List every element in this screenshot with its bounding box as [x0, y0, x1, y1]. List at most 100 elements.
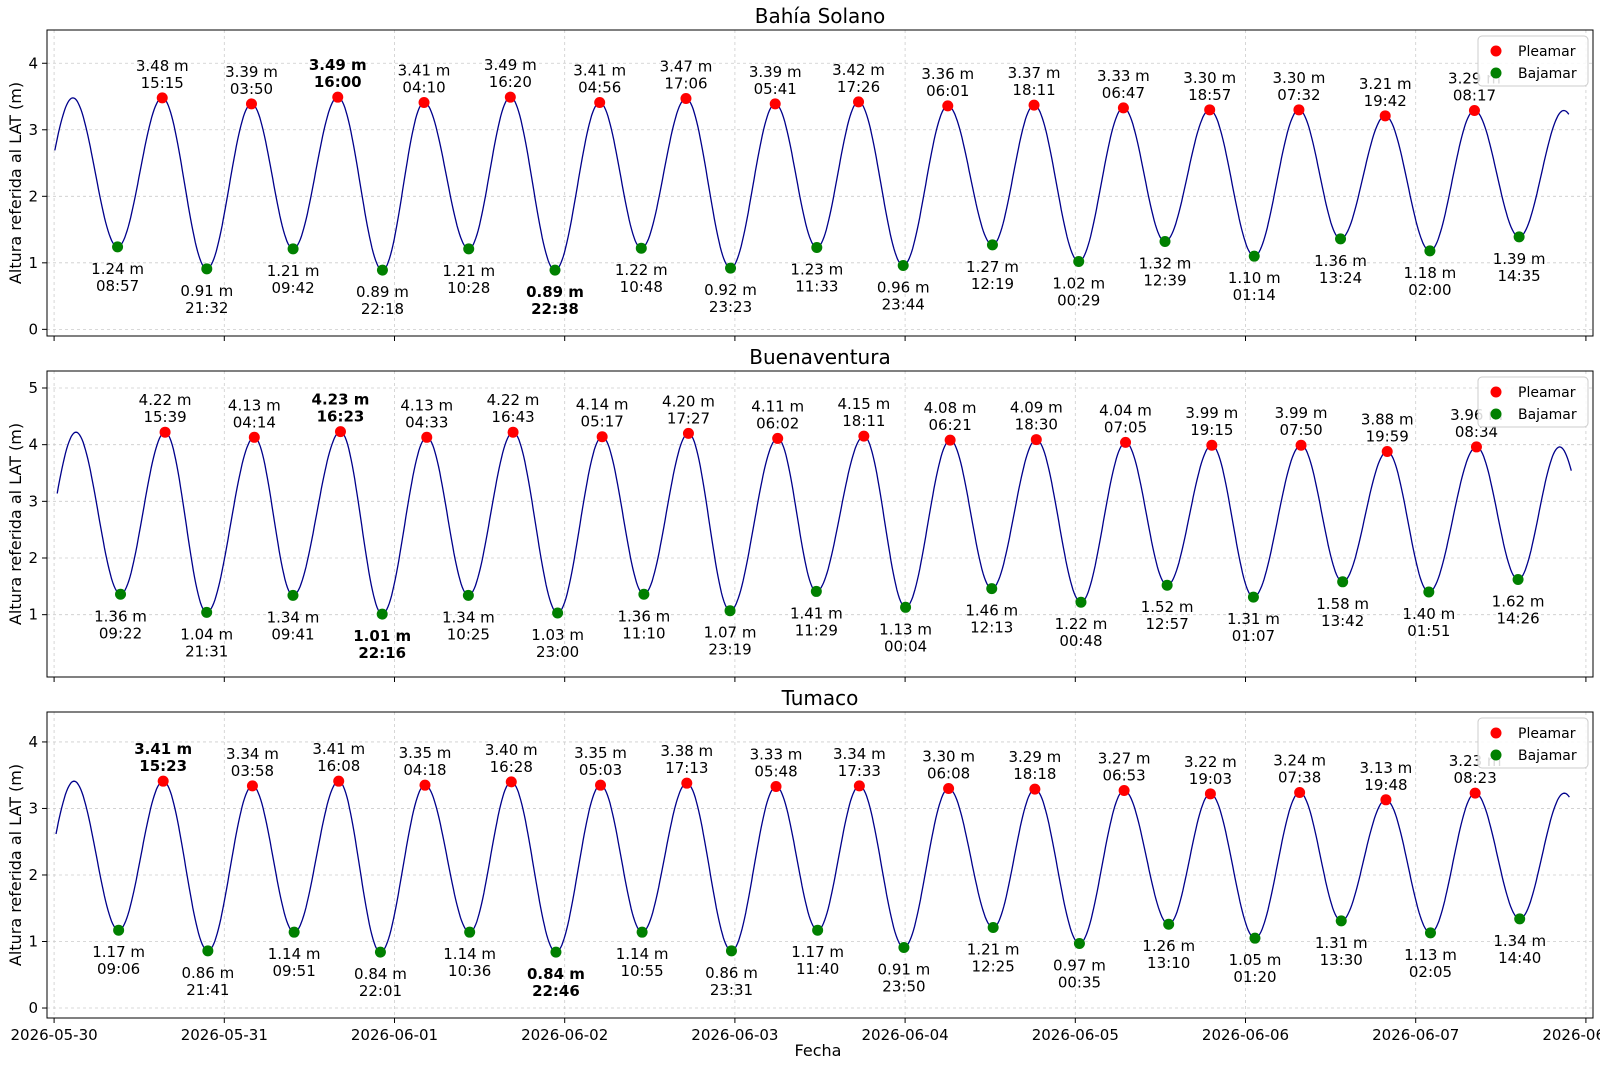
extreme-time-label: 17:33: [838, 762, 881, 780]
extreme-time-label: 16:43: [491, 408, 534, 426]
extreme-time-label: 06:01: [926, 82, 969, 100]
low-tide-marker: [376, 608, 388, 620]
extreme-height-label: 4.22 m: [487, 391, 540, 409]
extreme-time-label: 18:18: [1013, 765, 1056, 783]
extreme-height-label: 1.36 m: [1314, 252, 1367, 270]
extreme-height-label: 1.17 m: [92, 943, 145, 961]
legend-high-label: Pleamar: [1518, 44, 1576, 60]
extreme-time-label: 18:11: [1012, 81, 1055, 99]
high-tide-marker: [333, 775, 345, 787]
extreme-time-label: 23:19: [708, 641, 751, 659]
extreme-height-label: 3.42 m: [832, 61, 885, 79]
extreme-time-label: 05:03: [579, 761, 622, 779]
y-tick-label: 3: [28, 121, 38, 139]
extreme-time-label: 17:26: [837, 78, 880, 96]
extreme-height-label: 1.02 m: [1052, 274, 1105, 292]
extreme-height-label: 3.30 m: [1273, 69, 1326, 87]
low-tide-marker: [1514, 913, 1526, 925]
extreme-time-label: 23:23: [709, 298, 752, 316]
extreme-time-label: 05:48: [754, 763, 797, 781]
extreme-height-label: 1.13 m: [879, 620, 932, 638]
extreme-height-label: 3.49 m: [484, 56, 537, 74]
high-tide-marker: [853, 780, 865, 792]
low-tide-marker: [1512, 574, 1524, 586]
extreme-time-label: 09:51: [273, 962, 316, 980]
low-tide-marker: [463, 243, 475, 255]
high-tide-marker: [1381, 445, 1393, 457]
extreme-height-label: 1.31 m: [1227, 610, 1280, 628]
extreme-time-label: 19:03: [1189, 770, 1232, 788]
extreme-time-label: 19:42: [1364, 92, 1407, 110]
extreme-height-label: 3.36 m: [921, 65, 974, 83]
extreme-height-label: 4.08 m: [924, 399, 977, 417]
low-tide-marker: [1073, 255, 1085, 267]
legend-high-label: Pleamar: [1518, 726, 1576, 742]
high-tide-marker: [942, 100, 954, 112]
extreme-time-label: 04:18: [403, 761, 446, 779]
high-tide-marker: [1379, 110, 1391, 122]
low-tide-marker: [1163, 918, 1175, 930]
high-tide-marker: [421, 431, 433, 443]
extreme-height-label: 3.33 m: [1097, 67, 1150, 85]
x-tick-label: 2026-06-03: [691, 1026, 778, 1044]
extreme-height-label: 3.41 m: [134, 740, 192, 758]
extreme-time-label: 09:06: [97, 960, 140, 978]
extreme-time-label: 07:50: [1279, 421, 1322, 439]
extreme-height-label: 1.32 m: [1139, 255, 1192, 273]
low-tide-marker: [1335, 915, 1347, 927]
extreme-time-label: 09:41: [271, 625, 314, 643]
low-tide-marker: [986, 583, 998, 595]
extreme-height-label: 0.86 m: [181, 964, 234, 982]
axes-frame: [46, 29, 1594, 337]
extreme-time-label: 01:51: [1407, 622, 1450, 640]
extreme-height-label: 0.91 m: [878, 960, 931, 978]
high-tide-marker: [1028, 99, 1040, 111]
extreme-time-label: 15:39: [143, 408, 186, 426]
high-tide-marker: [1380, 794, 1392, 806]
high-tide-marker: [1030, 434, 1042, 446]
low-tide-marker: [288, 926, 300, 938]
extreme-height-label: 3.34 m: [833, 745, 886, 763]
low-tide-marker: [201, 606, 213, 618]
extreme-height-label: 3.99 m: [1275, 404, 1328, 422]
high-tide-marker: [681, 777, 693, 789]
extreme-time-label: 12:25: [972, 958, 1015, 976]
extreme-height-label: 1.10 m: [1228, 269, 1281, 287]
extreme-height-label: 4.13 m: [400, 396, 453, 414]
high-tide-marker: [596, 431, 608, 443]
extreme-height-label: 3.99 m: [1185, 404, 1238, 422]
extreme-time-label: 22:38: [531, 300, 579, 318]
extreme-height-label: 1.21 m: [267, 262, 320, 280]
extreme-height-label: 1.46 m: [965, 602, 1018, 620]
y-tick-label: 4: [28, 54, 38, 72]
extreme-height-label: 1.03 m: [531, 626, 584, 644]
y-tick-label: 1: [28, 606, 38, 624]
low-tide-marker: [376, 264, 388, 276]
y-axis-label: Altura referida al LAT (m): [6, 82, 25, 284]
extreme-time-label: 16:20: [489, 73, 532, 91]
extreme-height-label: 3.49 m: [309, 56, 367, 74]
x-tick-label: 2026-06-05: [1032, 1026, 1119, 1044]
extreme-time-label: 08:23: [1454, 769, 1497, 787]
high-tide-marker: [1295, 439, 1307, 451]
extreme-time-label: 12:19: [971, 275, 1014, 293]
extreme-height-label: 3.38 m: [660, 742, 713, 760]
extreme-time-label: 06:21: [929, 416, 972, 434]
extreme-time-label: 23:00: [536, 643, 579, 661]
extreme-time-label: 19:59: [1366, 427, 1409, 445]
low-tide-marker: [1249, 932, 1261, 944]
extreme-height-label: 1.07 m: [704, 624, 757, 642]
extreme-height-label: 3.22 m: [1184, 753, 1237, 771]
low-tide-marker: [374, 946, 386, 958]
extreme-time-label: 22:01: [359, 982, 402, 1000]
low-tide-marker: [1337, 576, 1349, 588]
high-tide-marker: [504, 91, 516, 103]
high-tide-marker: [159, 426, 171, 438]
legend-box: [1477, 376, 1589, 428]
extreme-height-label: 4.20 m: [662, 392, 715, 410]
extreme-time-label: 14:35: [1498, 267, 1541, 285]
extreme-time-label: 05:17: [581, 413, 624, 431]
high-tide-marker: [505, 776, 517, 788]
low-tide-marker: [550, 946, 562, 958]
low-tide-marker: [1073, 937, 1085, 949]
